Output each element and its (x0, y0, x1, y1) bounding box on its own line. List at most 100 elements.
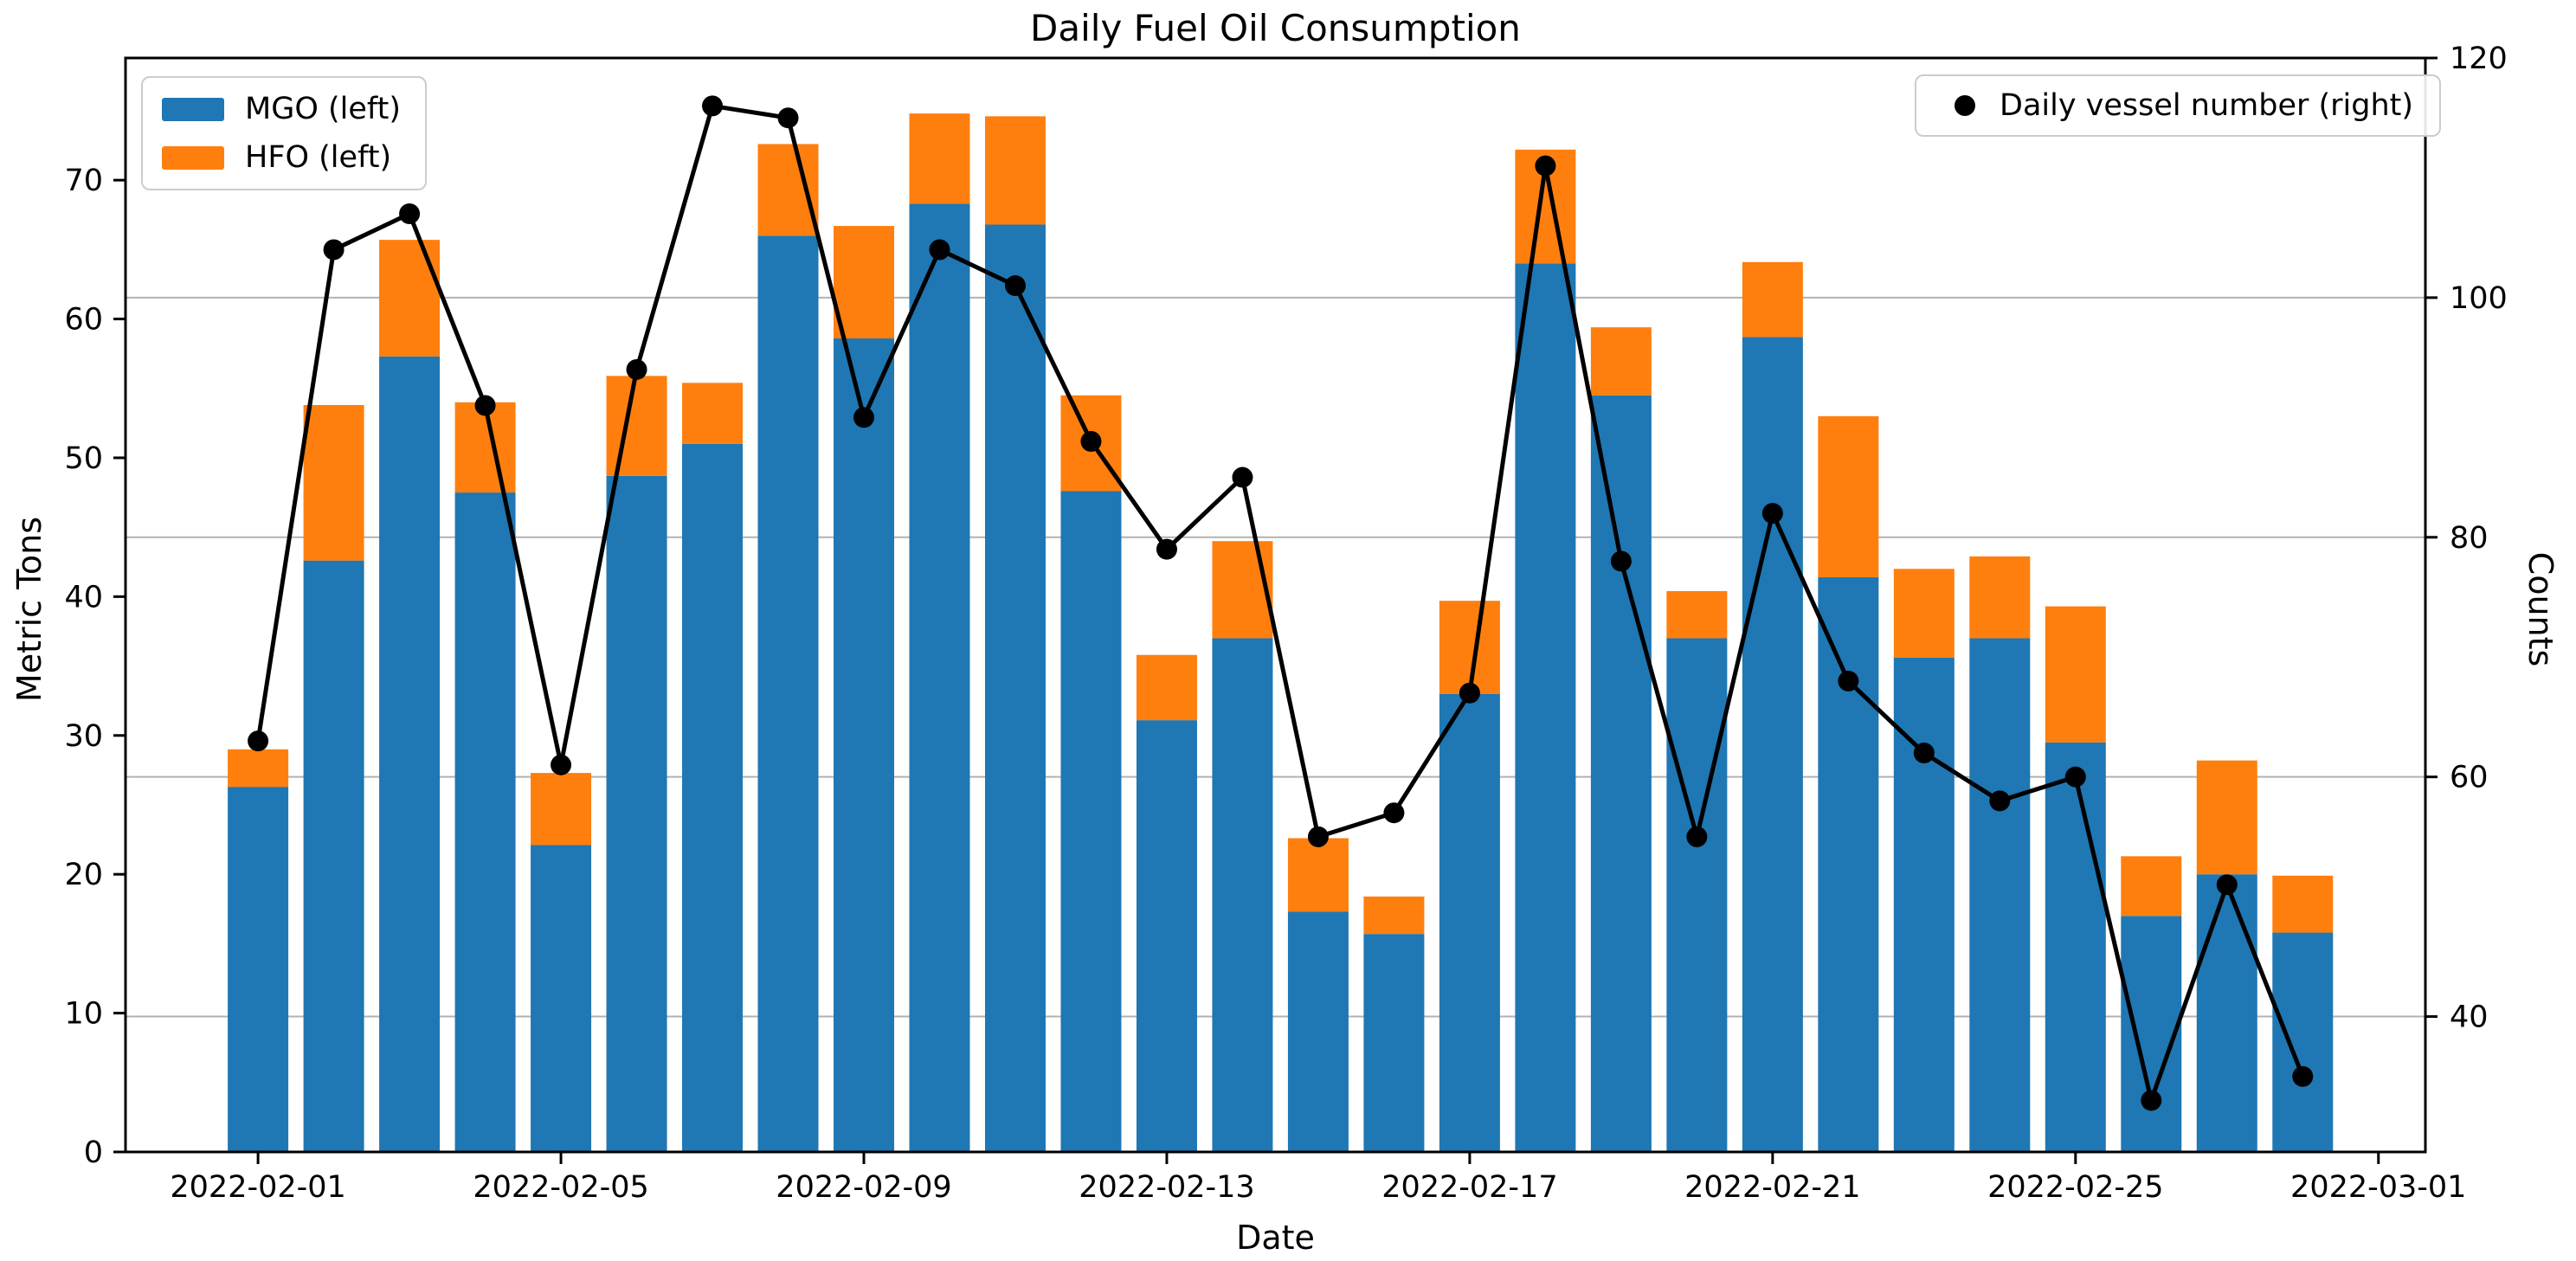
chart-title: Daily Fuel Oil Consumption (1030, 7, 1521, 49)
bar-hfo (1212, 541, 1273, 639)
bar-mgo (1666, 638, 1728, 1152)
x-tick-label: 2022-02-09 (776, 1170, 951, 1205)
bar-hfo (454, 402, 516, 493)
vessel-point (1686, 826, 1708, 847)
bar-mgo (531, 845, 592, 1152)
bar-mgo (984, 224, 1046, 1152)
vessel-point (1383, 802, 1405, 824)
bar-hfo (606, 376, 667, 476)
bar-mgo (1590, 395, 1652, 1152)
vessel-point (248, 730, 269, 752)
y-left-tick-label: 40 (64, 580, 103, 614)
vessel-point (702, 95, 724, 117)
y-left-tick-label: 30 (64, 719, 103, 754)
bar-mgo (2045, 742, 2106, 1152)
y-left-tick-label: 70 (64, 164, 103, 198)
bar-mgo (909, 203, 970, 1152)
x-tick-label: 2022-03-01 (2290, 1170, 2466, 1205)
bar-hfo (2045, 606, 2106, 743)
y-axis-label-left: Metric Tons (10, 516, 48, 703)
mgo-swatch-icon (162, 97, 224, 121)
vessel-point (1610, 550, 1632, 572)
vessel-point (2064, 766, 2086, 788)
vessel-point (1838, 670, 1859, 692)
bar-mgo (1287, 911, 1349, 1152)
vessel-point (551, 754, 572, 775)
legend-vessel: Daily vessel number (right) (1915, 74, 2442, 137)
bar-mgo (228, 787, 289, 1152)
bar-hfo (1666, 590, 1728, 639)
vessel-point (1080, 431, 1102, 453)
bar-hfo (1136, 654, 1197, 721)
vessel-point (399, 203, 421, 224)
bar-hfo (834, 226, 895, 339)
legend-item-mgo: MGO (left) (162, 92, 401, 126)
vessel-point (929, 239, 950, 261)
vessel-point (1232, 466, 1253, 488)
bar-hfo (303, 405, 364, 561)
x-tick-label: 2022-02-21 (1684, 1170, 1860, 1205)
bar-mgo (1742, 337, 1803, 1152)
bar-mgo (2196, 874, 2257, 1152)
y-right-tick-label: 80 (2450, 521, 2489, 556)
vessel-point (1004, 275, 1026, 297)
bar-mgo (303, 560, 364, 1152)
y-right-tick-label: 120 (2450, 42, 2508, 76)
bar-hfo (379, 240, 441, 357)
y-axis-label-right: Counts (2521, 551, 2560, 667)
legend-item-label: Daily vessel number (right) (2000, 88, 2414, 123)
bar-hfo (984, 116, 1046, 225)
vessel-point (1307, 826, 1329, 847)
vessel-point (323, 239, 345, 261)
bar-mgo (1515, 263, 1576, 1152)
bar-mgo (1818, 576, 1879, 1152)
legend-item-label: MGO (left) (245, 92, 401, 126)
legend-fuel: MGO (left) HFO (left) (141, 76, 427, 190)
legend-item-hfo: HFO (left) (162, 140, 401, 175)
vessel-point (2216, 874, 2238, 896)
bar-hfo (1590, 327, 1652, 396)
bar-mgo (1136, 720, 1197, 1152)
vessel-point (2292, 1065, 2314, 1087)
x-tick-label: 2022-02-01 (170, 1170, 345, 1205)
bar-hfo (1287, 838, 1349, 912)
vessel-point (777, 107, 799, 129)
y-left-tick-label: 0 (84, 1136, 103, 1170)
hfo-swatch-icon (162, 145, 224, 170)
bar-mgo (682, 443, 744, 1152)
y-left-tick-label: 10 (64, 997, 103, 1032)
vessel-point (626, 358, 647, 380)
bar-mgo (1363, 934, 1425, 1152)
bar-hfo (1893, 569, 1955, 658)
bar-mgo (606, 475, 667, 1152)
bar-hfo (757, 144, 819, 236)
bar-hfo (1969, 556, 2031, 639)
bar-hfo (2196, 760, 2257, 875)
x-axis-label: Date (1236, 1219, 1315, 1257)
bar-hfo (682, 383, 744, 444)
bar-mgo (1893, 657, 1955, 1152)
x-tick-label: 2022-02-05 (473, 1170, 648, 1205)
x-tick-label: 2022-02-25 (1987, 1170, 2163, 1205)
bar-mgo (2272, 932, 2334, 1152)
y-right-tick-label: 60 (2450, 761, 2489, 795)
bar-hfo (2121, 856, 2182, 917)
vessel-point (1535, 155, 1556, 177)
plot-border (124, 56, 2427, 1154)
vessel-point (1761, 503, 1783, 524)
bar-mgo (1060, 491, 1122, 1152)
bar-mgo (379, 356, 441, 1152)
vessel-point (474, 395, 496, 416)
legend-item-label: HFO (left) (245, 140, 392, 175)
bar-mgo (834, 338, 895, 1153)
y-left-tick-label: 20 (64, 858, 103, 892)
bar-hfo (228, 749, 289, 788)
vessel-point (1989, 790, 2011, 812)
bar-hfo (2272, 875, 2334, 933)
bar-mgo (2121, 916, 2182, 1152)
vessel-point (1459, 682, 1480, 704)
y-left-tick-label: 50 (64, 441, 103, 476)
bar-hfo (909, 113, 970, 204)
vessel-point (853, 407, 875, 428)
